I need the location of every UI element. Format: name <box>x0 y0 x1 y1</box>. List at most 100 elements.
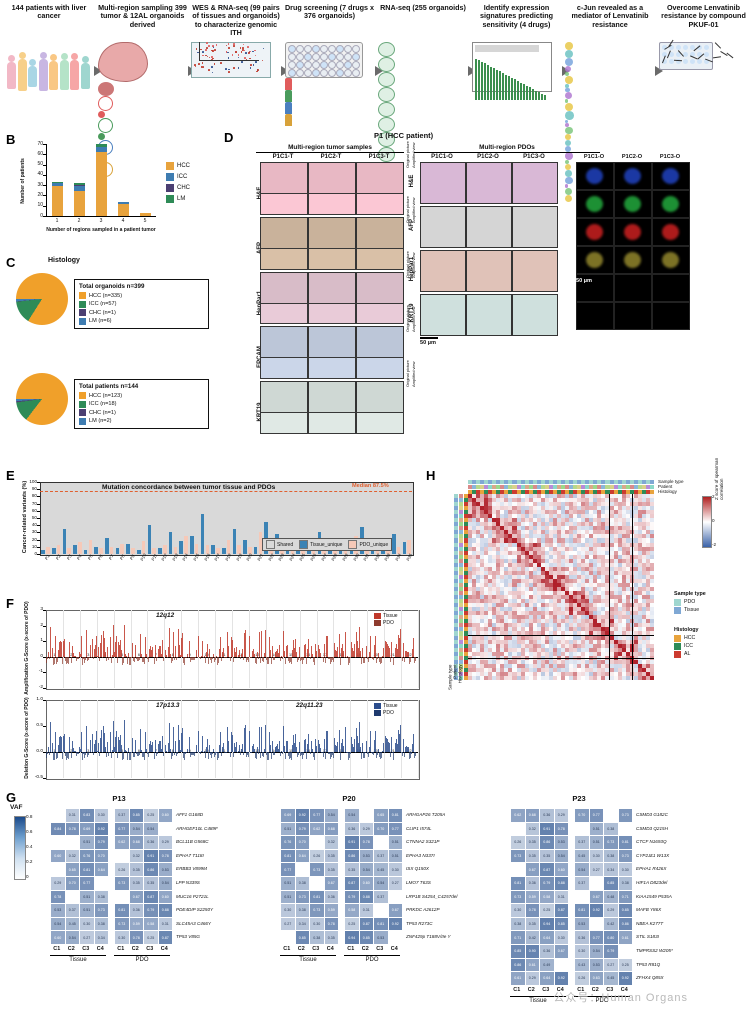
panel-h-cell-13-8 <box>500 546 505 551</box>
panel-f-amp-spikeneg-41 <box>87 656 88 662</box>
panel-h-cell-5-9 <box>504 514 509 519</box>
panel-g-cell-0-5-5: 0.35 <box>128 876 144 891</box>
panel-f-del-chrlabel-15: 15 <box>283 749 300 753</box>
panel-f-amp-spike-58 <box>104 638 105 657</box>
panel-g-cell-2-8-1: 0.35 <box>524 916 540 932</box>
panel-h-coltrack-type-12 <box>516 480 521 484</box>
panel-h-cell-28-6 <box>492 607 497 612</box>
panel-h-coltrack-type-10 <box>508 480 513 484</box>
panel-h-cell-27-13 <box>520 603 525 608</box>
panel-h-cell-20-34 <box>605 574 610 580</box>
panel-g-cell-2-5-6: 0.85 <box>603 876 619 891</box>
panel-h-cell-31-32 <box>597 619 602 624</box>
panel-h-cell-38-37 <box>617 647 623 653</box>
panel-f-del-spike-241 <box>287 740 288 752</box>
panel-h-cell-18-43 <box>641 566 647 572</box>
panel-h-cell-33-25 <box>569 627 574 632</box>
panel-h-cell-32-20 <box>548 623 554 628</box>
panel-h-cell-27-0 <box>468 603 473 608</box>
panel-h-cell-16-16 <box>532 558 538 564</box>
panel-f-del-spike-296 <box>342 738 343 752</box>
panel-h-cell-2-23 <box>561 502 566 507</box>
panel-h-cell-41-33 <box>601 659 606 665</box>
panel-h-cell-11-7 <box>496 538 501 543</box>
panel-f-amp-spikeneg-90 <box>136 656 137 659</box>
panel-h-cell-41-8 <box>500 659 505 665</box>
panel-f-amp-spike-4 <box>50 627 51 657</box>
panel-h-cell-45-19 <box>544 675 550 681</box>
panel-h-coltrack-patient-17 <box>536 485 542 489</box>
panel-f-amp-spikeneg-267 <box>313 656 314 662</box>
panel-g-cell-2-2-6: 0.73 <box>603 835 619 850</box>
panel-h-cell-23-35 <box>609 587 614 592</box>
panel-h-cell-16-21 <box>552 558 558 564</box>
panel-h-cell-14-25 <box>569 550 574 556</box>
network-node-4 <box>565 72 570 77</box>
panel-h-cell-2-22 <box>556 502 562 507</box>
panel-f-del-spikeneg-25 <box>71 752 72 759</box>
panel-h-cell-8-30 <box>589 526 594 531</box>
panel-d-img-tumor-amp-2-2 <box>356 302 404 325</box>
panel-g-cell-0-2-5: 0.68 <box>128 835 144 850</box>
panel-h-cell-44-13 <box>520 671 525 677</box>
panel-h-cell-29-5 <box>488 611 493 616</box>
panel-h-cell-30-13 <box>520 615 525 620</box>
panel-b-ylabel: Number of patients <box>20 158 26 204</box>
panel-h-cell-3-8 <box>500 506 505 511</box>
panel-g-cell-2-7-0: 0.30 <box>510 903 526 918</box>
panel-h-cell-4-34 <box>605 510 610 515</box>
panel-h-cell-7-14 <box>524 522 530 527</box>
panel-f-amp-spike-307 <box>353 651 354 657</box>
panel-h-cell-11-44 <box>645 538 651 543</box>
panel-g-cell-1-2-2 <box>309 835 325 850</box>
panel-h-cell-4-19 <box>544 510 550 515</box>
panel-g-cell-2-7-2: 0.25 <box>539 903 555 918</box>
panel-h-cell-26-28 <box>581 599 586 604</box>
panel-f-del-spike-192 <box>238 750 239 752</box>
panel-f-amp-spike-119 <box>165 650 166 657</box>
panel-g-cell-1-0-5 <box>358 808 374 823</box>
panel-h-cell-10-26 <box>573 534 578 539</box>
panel-h-cell-0-37 <box>617 494 623 499</box>
panel-h-cell-26-18 <box>540 599 546 604</box>
panel-f-amp-spike-265 <box>311 645 312 657</box>
panel-h-cell-20-2 <box>476 574 481 580</box>
panel-h-cell-13-33 <box>601 546 606 551</box>
panel-d-if-blob-2-0 <box>586 224 603 240</box>
panel-h-cell-41-9 <box>504 659 509 665</box>
panel-f-del-spikeneg-279 <box>325 752 326 759</box>
panel-h-cell-10-41 <box>633 534 639 539</box>
panel-h-cell-25-45 <box>649 595 655 600</box>
panel-h-cell-27-11 <box>512 603 517 608</box>
drug-vial-3 <box>284 114 292 126</box>
panel-h-cell-7-31 <box>593 522 598 527</box>
panel-d-img-tumor-amp-4-2 <box>356 412 404 434</box>
panel-h-coltrack-patient-14 <box>524 485 530 489</box>
panel-g-cell-2-2-5: 0.51 <box>588 835 604 850</box>
panel-h-cell-43-37 <box>617 667 623 673</box>
panel-h-cell-6-20 <box>548 518 554 523</box>
panel-h-cell-6-29 <box>585 518 590 523</box>
seq-point-54 <box>252 50 254 53</box>
panel-h-cell-32-11 <box>512 623 517 628</box>
panel-h-cell-35-22 <box>556 635 562 640</box>
panel-h-cell-41-43 <box>641 659 647 665</box>
panel-h-legend-label-0-0: PDO <box>684 599 696 606</box>
panel-g-cell-2-0-0: 0.62 <box>510 808 526 823</box>
panel-h-cell-16-22 <box>556 558 562 564</box>
panel-g-xtick-2-3: C4 <box>556 986 564 993</box>
panel-h-cell-38-36 <box>613 647 618 653</box>
panel-h-cell-26-24 <box>565 599 570 604</box>
panel-h-cell-36-45 <box>649 639 655 644</box>
network-node-0 <box>565 42 573 50</box>
panel-f-del-spike-340 <box>386 737 387 752</box>
panel-h-cell-23-32 <box>597 587 602 592</box>
panel-c-legend-patients-swatch-0 <box>79 392 86 399</box>
panel-g-gene-0-3: EPHA7 T118I <box>176 852 204 858</box>
panel-h-cell-34-34 <box>605 631 610 636</box>
panel-h-cell-18-8 <box>500 566 505 572</box>
panel-h-cell-28-27 <box>577 607 582 612</box>
panel-h-cell-2-19 <box>544 502 550 507</box>
panel-b-yticklabel-1: 10 <box>37 202 43 209</box>
panel-h-cell-25-12 <box>516 595 521 600</box>
